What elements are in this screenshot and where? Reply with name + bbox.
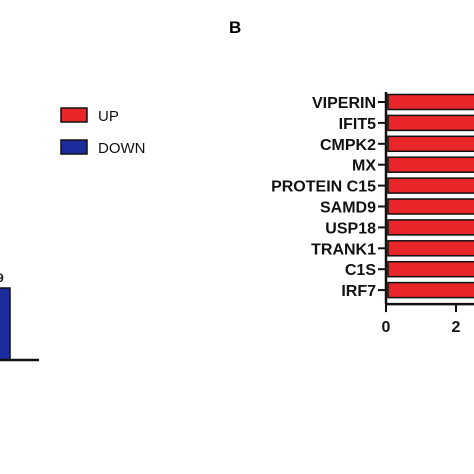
y-tick-label: VIPERIN (312, 95, 376, 112)
panel-a-partial: 9 (0, 271, 39, 362)
bar-protein-c15 (387, 177, 474, 194)
panel-b: VIPERIN IFIT5 CMPK2 MX PROTEIN C15 SAMD9 USP18… (271, 92, 474, 336)
x-tick-label: 2 (452, 319, 461, 336)
legend-swatch-up (60, 107, 88, 123)
y-tick-label: MX (352, 158, 376, 175)
bar-c1s (387, 260, 474, 278)
panel-label-b: B (229, 18, 241, 37)
bar-usp18 (387, 219, 474, 236)
bar-ifit5 (387, 114, 474, 132)
bar-cmpk2 (387, 135, 474, 153)
bar-down (0, 287, 11, 361)
bar-trank1 (387, 240, 474, 257)
bar-samd9 (387, 198, 474, 215)
y-tick-label: IFIT5 (339, 116, 376, 133)
y-tick-label: USP18 (325, 220, 376, 237)
y-tick-label: IRF7 (341, 283, 376, 300)
y-tick-label: PROTEIN C15 (271, 179, 376, 196)
y-tick-label: CMPK2 (320, 137, 376, 154)
bar-viperin (387, 93, 474, 111)
bar-mx (387, 156, 474, 173)
legend-label-down: DOWN (98, 140, 146, 157)
y-tick-label: C1S (345, 262, 376, 279)
bar-irf7 (387, 281, 474, 299)
bar-value-label-a: 9 (0, 271, 4, 285)
y-tick-label: SAMD9 (320, 200, 376, 217)
x-tick-label: 0 (382, 319, 391, 336)
legend-label-up: UP (98, 108, 119, 125)
legend: UP DOWN (60, 107, 146, 157)
y-tick-label: TRANK1 (311, 241, 376, 258)
legend-swatch-down (60, 139, 88, 155)
